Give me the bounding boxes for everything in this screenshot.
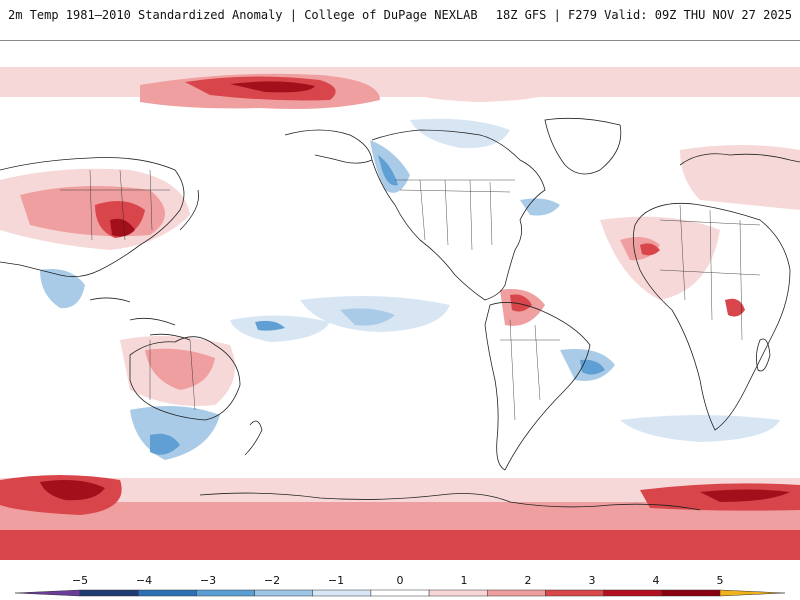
legend-tick-label: 2 xyxy=(525,574,532,587)
europe-warm-area xyxy=(680,145,800,210)
map-title: 2m Temp 1981–2010 Standardized Anomaly |… xyxy=(8,8,478,22)
china-core xyxy=(110,218,135,237)
south-america-borders xyxy=(500,319,560,421)
legend-tick-label: 1 xyxy=(461,574,468,587)
legend-bar xyxy=(14,589,786,597)
east-africa-hot-patch xyxy=(725,298,745,317)
model-run-valid-time: 18Z GFS | F279 Valid: 09Z THU NOV 27 202… xyxy=(495,8,792,22)
borders xyxy=(60,169,761,421)
legend-tick-label: −5 xyxy=(72,574,88,587)
west-africa-hot-patch xyxy=(640,243,660,256)
legend-segment xyxy=(370,589,430,597)
new-zealand-coast xyxy=(244,420,263,456)
south-america-hot-patch xyxy=(510,294,532,312)
antarctic-core-west xyxy=(40,480,105,501)
south-pacific-cold-patch xyxy=(150,433,180,455)
us-state-borders xyxy=(395,179,515,251)
legend-segment xyxy=(196,589,255,597)
legend-arrow-low xyxy=(14,589,81,597)
australia-warmer-area xyxy=(145,348,215,390)
arctic-warm-east xyxy=(400,78,560,102)
africa-warm-area xyxy=(600,216,720,300)
legend-ticks: −5 −4 −3 −2 −1 0 1 2 3 4 5 xyxy=(72,574,724,587)
pacific-cold-patch xyxy=(255,320,285,331)
antarctic-hot-band xyxy=(0,530,800,560)
legend-tick-label: 3 xyxy=(589,574,596,587)
legend-segment xyxy=(428,589,488,597)
madagascar-coast xyxy=(756,338,771,372)
legend-tick-label: −2 xyxy=(264,574,280,587)
legend-segment xyxy=(487,589,546,597)
australia-borders xyxy=(149,339,196,411)
legend-segment xyxy=(254,589,313,597)
canada-cool-area xyxy=(370,140,410,193)
legend-segment xyxy=(79,589,139,597)
legend-segment xyxy=(603,589,663,597)
coastlines xyxy=(0,117,800,511)
antarctica-coast xyxy=(199,492,701,511)
asia-borders xyxy=(60,169,170,241)
legend-tick-label: −1 xyxy=(328,574,344,587)
antarctic-core-east xyxy=(700,489,790,502)
africa-borders xyxy=(659,204,761,341)
anomaly-map[interactable] xyxy=(0,40,800,560)
legend-tick-label: 0 xyxy=(397,574,404,587)
legend-segment xyxy=(137,589,197,597)
equatorial-cooler-area xyxy=(340,308,395,326)
arctic-core xyxy=(230,81,315,93)
south-america-coast xyxy=(484,302,591,471)
legend-tick-label: 5 xyxy=(717,574,724,587)
legend-tick-label: −4 xyxy=(136,574,152,587)
europe-africa-coast xyxy=(632,153,800,431)
greenland-coast xyxy=(544,117,622,175)
hudson-cool-area xyxy=(410,118,510,149)
legend-segment xyxy=(312,589,372,597)
canada-cold-area xyxy=(378,155,398,186)
legend-arrow-high xyxy=(719,589,786,597)
legend-segment xyxy=(545,589,604,597)
se-asia-cool-area xyxy=(40,269,85,309)
legend-segment xyxy=(661,589,721,597)
legend-tick-label: −3 xyxy=(200,574,216,587)
atlantic-cool-patch xyxy=(520,198,560,216)
alaska-coast xyxy=(284,129,373,164)
asia-coast xyxy=(0,157,185,278)
southern-ocean-cool-area xyxy=(620,415,780,442)
australia-coast xyxy=(129,336,241,421)
south-atlantic-cold-patch xyxy=(580,359,605,375)
japan-coast xyxy=(179,189,199,231)
north-america-coast xyxy=(371,129,546,301)
anomaly-shading xyxy=(0,67,800,560)
se-asia-islands xyxy=(89,297,191,341)
south-pacific-cool-area xyxy=(130,406,220,460)
legend-tick-label: 4 xyxy=(653,574,660,587)
color-legend: −5 −4 −3 −2 −1 0 1 2 3 4 5 xyxy=(14,574,786,597)
